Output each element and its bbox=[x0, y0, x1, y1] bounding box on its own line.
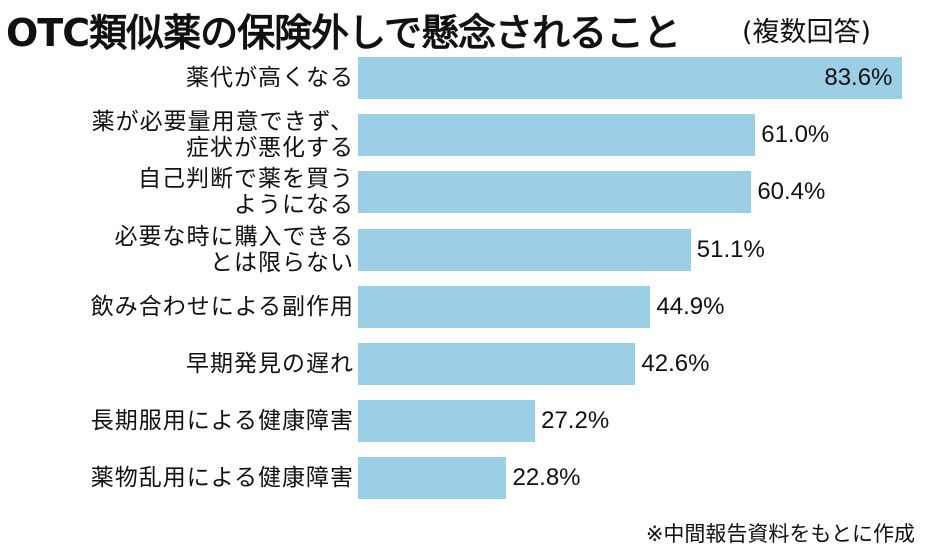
value-label: 51.1% bbox=[696, 235, 765, 263]
value-label: 42.6% bbox=[641, 350, 710, 377]
value-label: 83.6% bbox=[824, 64, 893, 91]
value-label: 60.4% bbox=[757, 178, 826, 206]
y-tick-label: 飲み合わせによる副作用 bbox=[90, 293, 354, 320]
y-tick-label: 必要な時に購入できる とは限らない bbox=[114, 223, 354, 276]
chart-subtitle: (複数回答) bbox=[742, 17, 872, 48]
bar bbox=[358, 228, 691, 271]
value-label: 61.0% bbox=[761, 121, 830, 149]
y-tick-label: 自己判断で薬を買う ようになる bbox=[138, 166, 354, 219]
value-label: 27.2% bbox=[541, 407, 610, 435]
y-tick-label: 長期服用による健康障害 bbox=[90, 408, 354, 435]
value-label: 22.8% bbox=[512, 464, 581, 492]
bar bbox=[358, 171, 752, 214]
value-label: 44.9% bbox=[656, 292, 725, 320]
y-tick-label: 早期発見の遅れ bbox=[186, 351, 354, 377]
y-tick-label: 薬物乱用による健康障害 bbox=[90, 465, 354, 492]
bar bbox=[358, 400, 536, 443]
bar bbox=[358, 57, 903, 99]
source-note: ※中間報告資料をもとに作成 bbox=[645, 522, 915, 546]
bar bbox=[358, 457, 507, 500]
bar bbox=[358, 114, 756, 157]
chart-title: OTC類似薬の保険外しで懸念されること bbox=[6, 11, 681, 55]
bar bbox=[358, 285, 651, 328]
y-tick-label: 薬代が高くなる bbox=[186, 65, 354, 91]
y-tick-label: 薬が必要量用意できず、 症状が悪化する bbox=[91, 109, 354, 162]
bar bbox=[358, 343, 636, 385]
